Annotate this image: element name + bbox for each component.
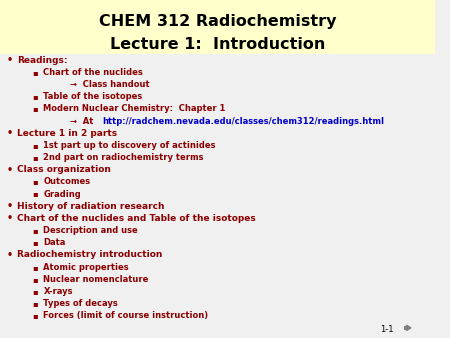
Text: 2nd part on radiochemistry terms: 2nd part on radiochemistry terms — [44, 153, 204, 162]
Text: Table of the isotopes: Table of the isotopes — [44, 92, 143, 101]
Text: Description and use: Description and use — [44, 226, 138, 235]
Text: •: • — [6, 250, 13, 260]
Text: http://radchem.nevada.edu/classes/chem312/readings.html: http://radchem.nevada.edu/classes/chem31… — [102, 117, 384, 125]
Text: ▪: ▪ — [32, 153, 38, 162]
Text: Nuclear nomenclature: Nuclear nomenclature — [44, 275, 149, 284]
Text: •: • — [6, 201, 13, 211]
Text: •: • — [6, 213, 13, 223]
Text: Forces (limit of course instruction): Forces (limit of course instruction) — [44, 311, 209, 320]
Text: Data: Data — [44, 238, 66, 247]
Text: ▪: ▪ — [32, 299, 38, 308]
Text: ▪: ▪ — [32, 226, 38, 235]
Text: X-rays: X-rays — [44, 287, 73, 296]
Text: ▪: ▪ — [32, 68, 38, 77]
Text: ▪: ▪ — [32, 275, 38, 284]
Text: ▪: ▪ — [32, 104, 38, 113]
Text: →  At: → At — [70, 117, 96, 125]
Text: →  Class handout: → Class handout — [70, 80, 149, 89]
Text: Class organization: Class organization — [18, 165, 111, 174]
Text: CHEM 312 Radiochemistry: CHEM 312 Radiochemistry — [99, 15, 336, 29]
Text: ▪: ▪ — [32, 92, 38, 101]
Text: •: • — [6, 128, 13, 138]
Text: Types of decays: Types of decays — [44, 299, 118, 308]
Text: Outcomes: Outcomes — [44, 177, 90, 186]
Text: Modern Nuclear Chemistry:  Chapter 1: Modern Nuclear Chemistry: Chapter 1 — [44, 104, 226, 113]
Text: Lecture 1 in 2 parts: Lecture 1 in 2 parts — [18, 129, 117, 138]
Text: ▪: ▪ — [32, 311, 38, 320]
Text: ▪: ▪ — [32, 177, 38, 186]
Text: Lecture 1:  Introduction: Lecture 1: Introduction — [110, 37, 325, 52]
Text: History of radiation research: History of radiation research — [18, 202, 165, 211]
Text: Readings:: Readings: — [18, 56, 68, 65]
Text: Grading: Grading — [44, 190, 81, 198]
Text: 1-1: 1-1 — [380, 325, 394, 334]
Text: ▪: ▪ — [32, 190, 38, 198]
Bar — [405, 326, 406, 330]
Text: ▪: ▪ — [32, 287, 38, 296]
Text: •: • — [6, 165, 13, 175]
Text: ▪: ▪ — [32, 141, 38, 150]
Text: Atomic properties: Atomic properties — [44, 263, 129, 271]
FancyBboxPatch shape — [0, 0, 435, 54]
Text: ▪: ▪ — [32, 238, 38, 247]
Text: Chart of the nuclides and Table of the isotopes: Chart of the nuclides and Table of the i… — [18, 214, 256, 223]
Text: Radiochemistry introduction: Radiochemistry introduction — [18, 250, 163, 259]
Text: ▪: ▪ — [32, 263, 38, 271]
Text: Chart of the nuclides: Chart of the nuclides — [44, 68, 143, 77]
Polygon shape — [406, 325, 411, 331]
Text: •: • — [6, 55, 13, 65]
Text: 1st part up to discovery of actinides: 1st part up to discovery of actinides — [44, 141, 216, 150]
